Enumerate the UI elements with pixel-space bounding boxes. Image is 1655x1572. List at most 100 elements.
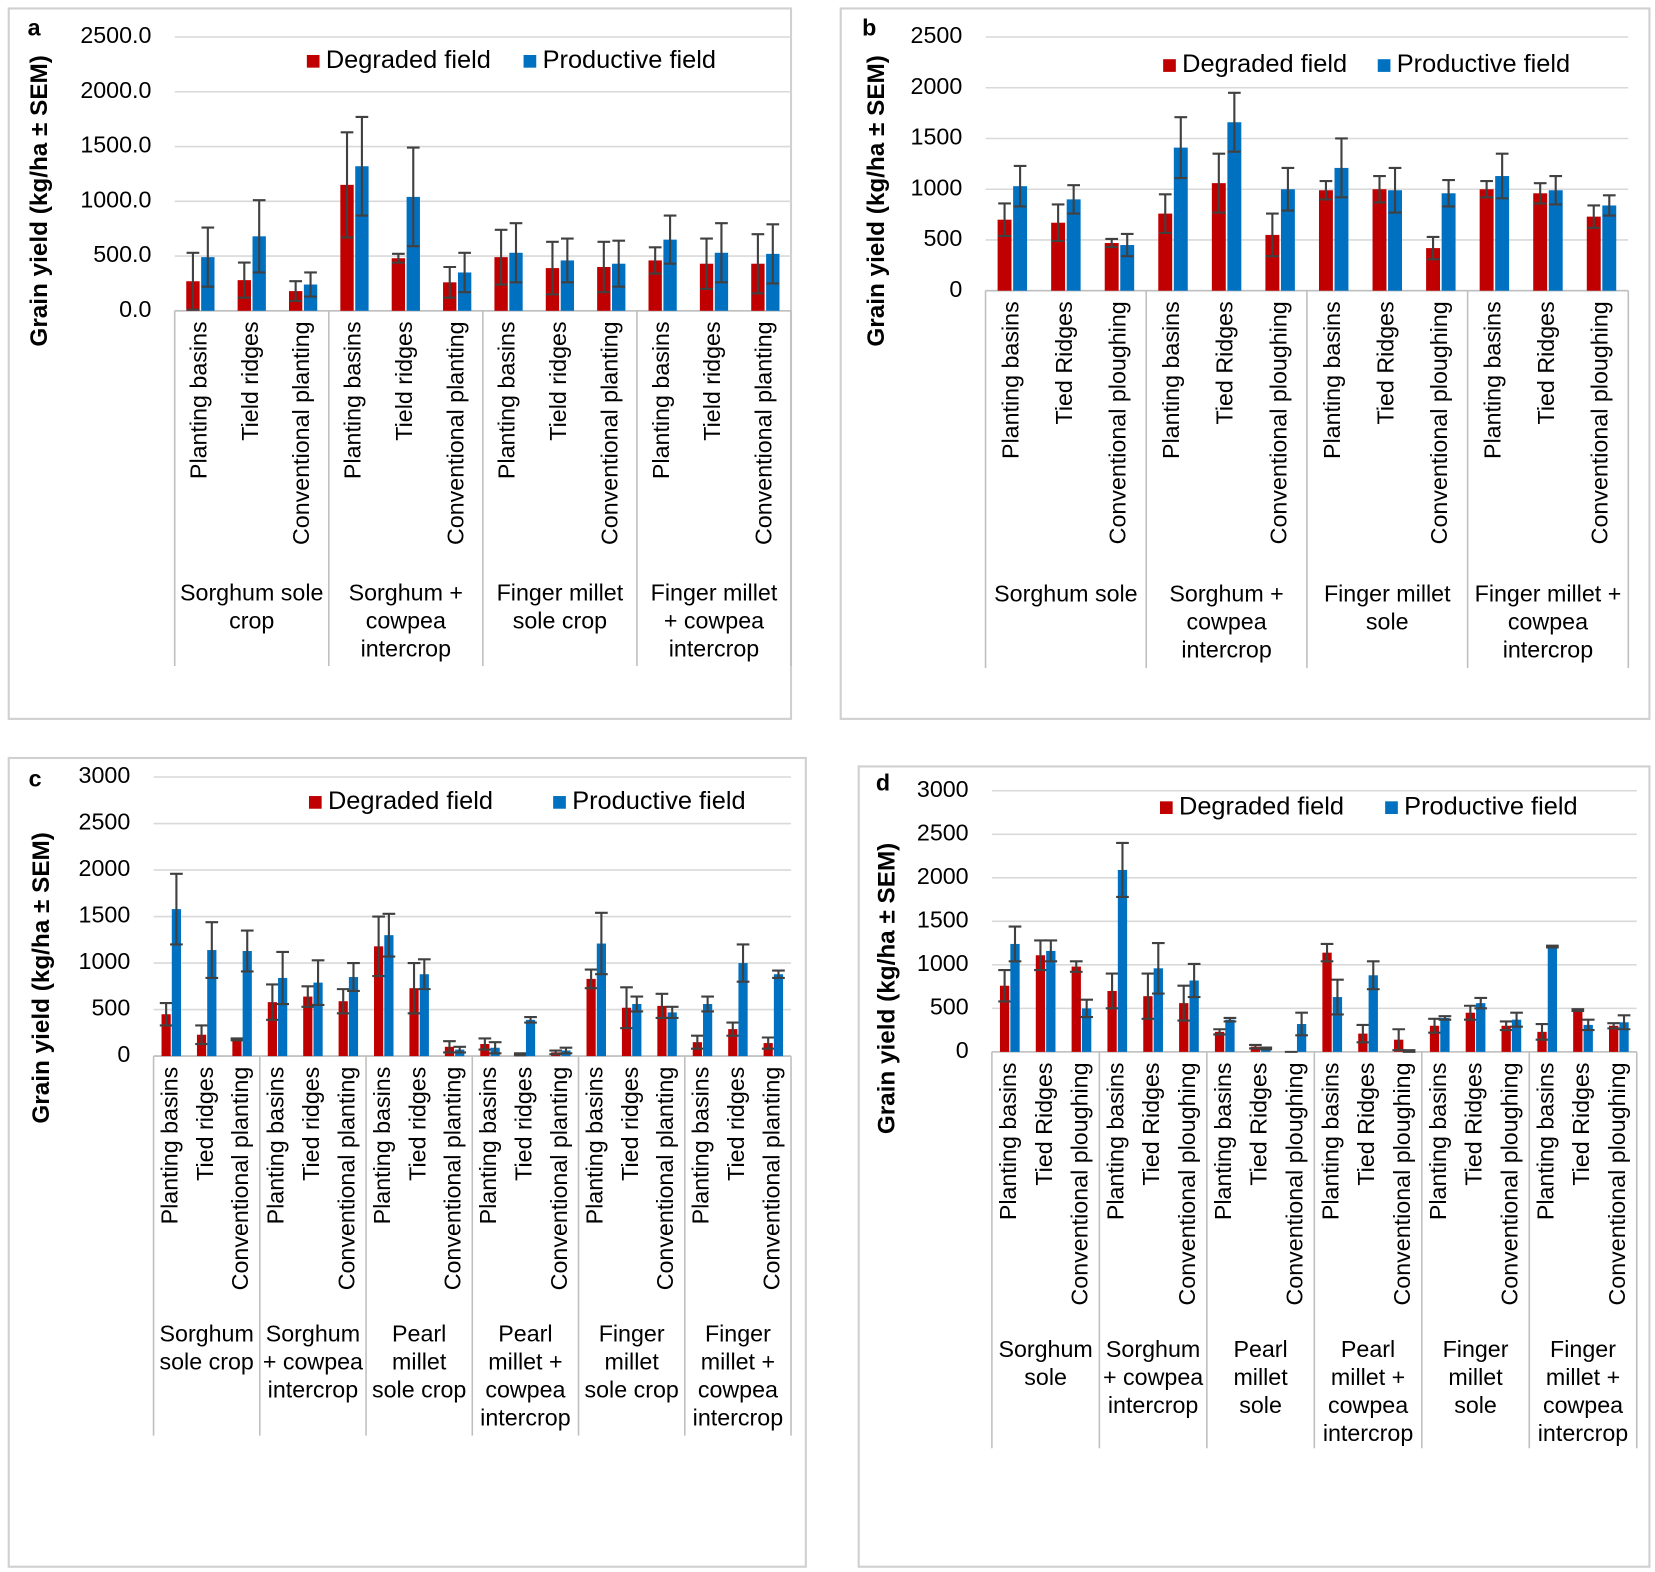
error-bar: [494, 228, 508, 286]
error-bar: [304, 271, 317, 298]
bar: [728, 1029, 738, 1057]
error-bar: [1510, 1011, 1523, 1028]
group-label: millet: [605, 1348, 660, 1374]
error-bar: [1546, 944, 1559, 949]
error-bar: [1402, 1049, 1416, 1053]
x-tick-label: Tied Ridges: [1138, 1062, 1164, 1185]
bar: [303, 284, 318, 311]
bar: [1429, 1025, 1440, 1052]
error-bar: [1174, 116, 1188, 180]
x-tick-label: Planting basins: [1210, 1062, 1236, 1220]
bar: [632, 1004, 642, 1057]
bar: [1104, 243, 1119, 291]
error-bar: [766, 223, 780, 285]
group-label: intercrop: [480, 1404, 570, 1430]
error-bar: [252, 199, 266, 274]
bar: [1476, 1003, 1486, 1052]
group-label: Sorghum: [160, 1320, 254, 1346]
y-tick-label: 1500: [79, 902, 131, 928]
bar: [1046, 950, 1056, 1052]
x-tick-label: Planting basins: [186, 321, 212, 479]
group-label: cowpea: [485, 1376, 565, 1402]
error-bar: [1266, 212, 1279, 258]
error-bar: [546, 240, 559, 296]
y-tick-label: 2500.0: [80, 22, 151, 48]
bar: [1153, 968, 1163, 1052]
bar: [667, 1012, 677, 1057]
legend-swatch: [553, 796, 566, 809]
error-bar: [1442, 179, 1455, 208]
error-bar: [478, 1037, 492, 1051]
y-tick-label: 2500: [79, 809, 131, 835]
error-bar: [1617, 1014, 1631, 1031]
x-tick-label: Planting basins: [997, 301, 1023, 459]
error-bar: [372, 915, 385, 978]
x-tick-label: Planting basins: [648, 321, 674, 479]
x-tick-label: Planting basins: [1158, 301, 1184, 459]
bar: [773, 974, 784, 1057]
error-bar: [1223, 1016, 1237, 1023]
error-bar: [407, 962, 421, 1015]
bar: [355, 166, 369, 311]
x-tick-label: Conventional ploughing: [1105, 301, 1131, 544]
group-label: Finger: [1443, 1336, 1509, 1362]
error-bar: [1069, 960, 1083, 973]
error-bar: [205, 921, 219, 980]
legend-swatch: [1377, 59, 1391, 72]
y-tick-label: 2500: [911, 22, 963, 48]
error-bar: [1319, 180, 1333, 201]
y-tick-label: 3000: [79, 762, 131, 788]
x-tick-label: Tied Ridges: [1533, 301, 1559, 424]
group-label: millet +: [1331, 1364, 1405, 1390]
group-label: sole crop: [513, 607, 607, 633]
bar: [1225, 1019, 1235, 1052]
y-tick-label: 0.0: [119, 296, 151, 322]
x-tick-label: Tied ridges: [298, 1067, 324, 1181]
error-bar: [1105, 237, 1119, 249]
y-tick-label: 500: [923, 225, 962, 251]
y-tick-label: 1000.0: [80, 186, 151, 212]
error-bar: [736, 943, 750, 983]
bar: [1117, 869, 1128, 1052]
y-tick-label: 1500.0: [80, 132, 151, 158]
bar: [1189, 980, 1199, 1052]
y-tick-label: 500.0: [93, 241, 151, 267]
error-bar: [1281, 166, 1295, 212]
x-tick-label: Planting basins: [475, 1067, 501, 1225]
bar: [586, 978, 596, 1057]
x-tick-label: Conventional ploughing: [1389, 1062, 1415, 1305]
y-tick-label: 0: [117, 1041, 130, 1067]
error-bar: [1426, 235, 1440, 261]
x-tick-label: Conventional planting: [442, 321, 468, 545]
x-tick-label: Planting basins: [1480, 301, 1506, 459]
y-tick-label: 0: [949, 276, 962, 302]
group-label: millet: [1448, 1364, 1503, 1390]
error-bar: [1373, 174, 1386, 204]
x-tick-label: Tied Ridges: [1353, 1062, 1379, 1185]
y-axis-title: Grain yield (kg/ha ± SEM): [863, 55, 890, 346]
bar: [1318, 190, 1333, 291]
error-bar: [1158, 193, 1172, 234]
bar: [1143, 996, 1153, 1052]
error-bar: [1480, 180, 1493, 199]
error-bar: [1464, 1004, 1477, 1021]
error-bar: [1587, 204, 1601, 229]
x-tick-label: Planting basins: [1425, 1062, 1451, 1220]
bar: [391, 258, 406, 311]
bar: [1227, 122, 1242, 291]
error-bar: [1187, 962, 1201, 999]
y-tick-label: 1000: [79, 948, 131, 974]
x-tick-label: Tied Ridges: [1568, 1062, 1594, 1185]
bar: [409, 988, 419, 1057]
bar: [703, 1004, 713, 1057]
legend-label: Productive field: [543, 46, 716, 74]
error-bar: [301, 985, 315, 1008]
error-bar: [240, 929, 254, 973]
group-label: Sorghum +: [1169, 580, 1283, 606]
group-label: intercrop: [1503, 636, 1593, 662]
bar: [663, 239, 677, 311]
error-bar: [1571, 1008, 1585, 1013]
group-label: Finger millet: [651, 579, 778, 605]
error-bar: [1535, 1022, 1549, 1041]
